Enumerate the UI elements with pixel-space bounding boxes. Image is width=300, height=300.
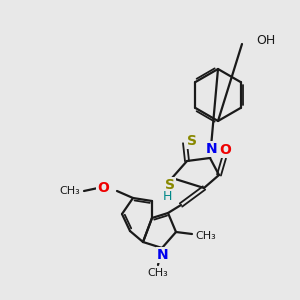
Text: O: O	[219, 143, 231, 157]
Text: N: N	[206, 142, 218, 156]
Text: OH: OH	[256, 34, 275, 46]
Text: H: H	[162, 190, 172, 203]
Text: CH₃: CH₃	[60, 186, 80, 196]
Text: N: N	[157, 248, 169, 262]
Text: S: S	[165, 178, 175, 192]
Text: O: O	[97, 181, 109, 195]
Text: CH₃: CH₃	[196, 231, 216, 241]
Text: S: S	[187, 134, 197, 148]
Text: CH₃: CH₃	[148, 268, 168, 278]
